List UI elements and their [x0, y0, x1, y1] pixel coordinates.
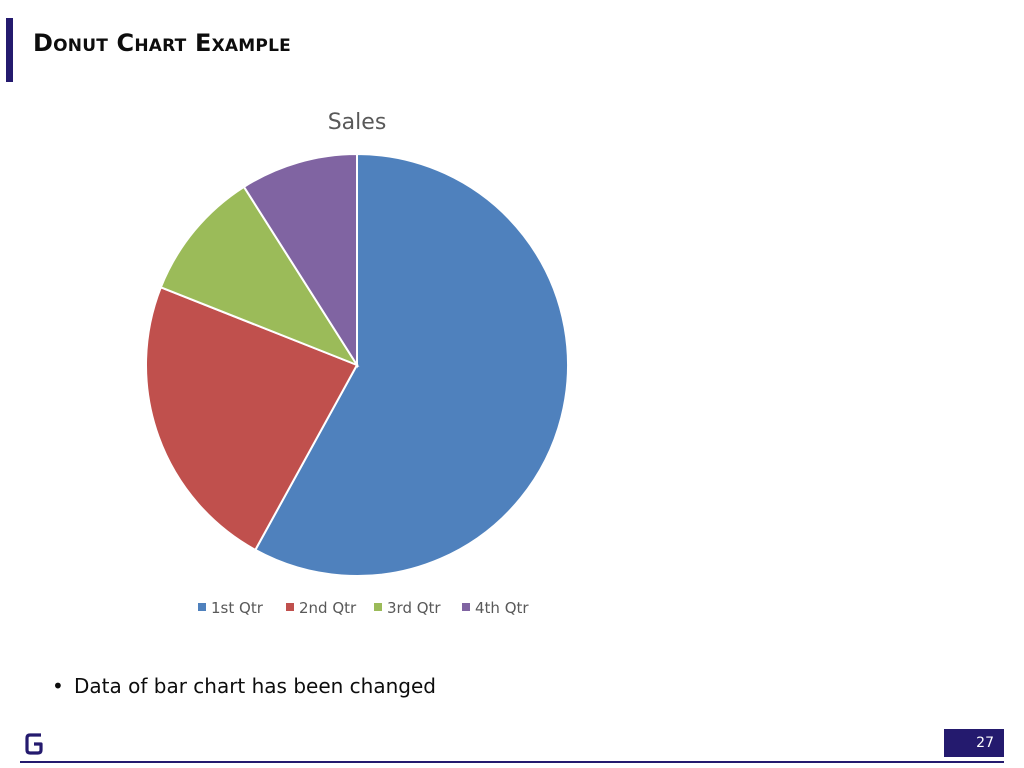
chart-legend: 1st Qtr 2nd Qtr 3rd Qtr 4th Qtr: [198, 599, 529, 617]
legend-label-2: 2nd Qtr: [299, 599, 357, 617]
page-number-badge: 27: [944, 729, 1004, 757]
legend-swatch-3: [374, 603, 382, 611]
pie-slice-4: [242, 152, 358, 369]
footer-divider: [20, 761, 1004, 763]
legend-label-1: 1st Qtr: [211, 599, 264, 617]
bullet-marker: •: [52, 674, 64, 698]
bullet-list: • Data of bar chart has been changed: [52, 674, 436, 698]
legend-label-3: 3rd Qtr: [387, 599, 441, 617]
bullet-text: Data of bar chart has been changed: [74, 674, 436, 698]
pie-chart: Sales 1st Qtr 2nd Qtr 3rd Qtr 4th Qtr: [145, 110, 569, 617]
slide-title: Donut Chart Example: [33, 29, 291, 57]
legend-swatch-4: [462, 603, 470, 611]
legend-label-4: 4th Qtr: [475, 599, 529, 617]
pie-slice-2: [145, 286, 359, 552]
chart-title: Sales: [328, 110, 387, 135]
pie-slice-1: [253, 152, 569, 577]
legend-swatch-1: [198, 603, 206, 611]
pie-slice-3: [159, 185, 360, 368]
pie-slices: [145, 152, 569, 577]
bullet-item: • Data of bar chart has been changed: [52, 674, 436, 698]
legend-swatch-2: [286, 603, 294, 611]
logo-icon: [25, 733, 43, 755]
title-accent-bar: [6, 18, 13, 82]
